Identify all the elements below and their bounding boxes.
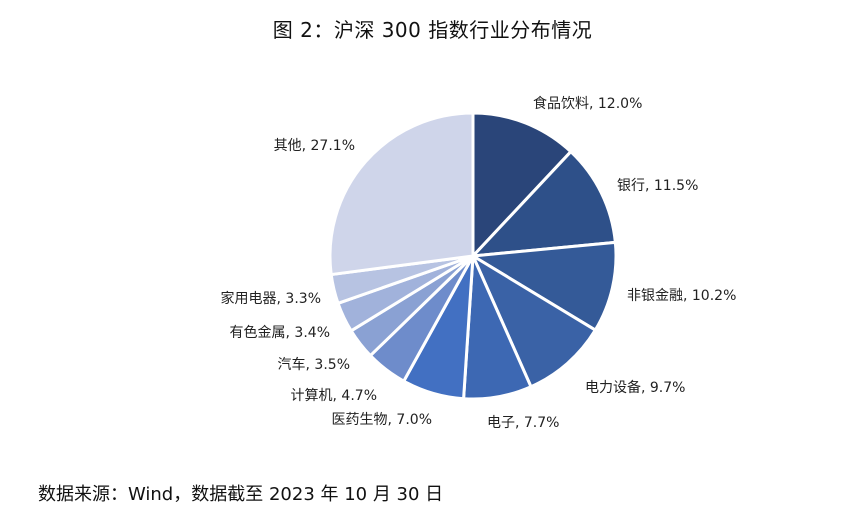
slice-label: 银行, 11.5%: [617, 178, 698, 194]
pie-slice: [328, 111, 475, 277]
slice-label: 计算机, 4.7%: [291, 388, 377, 404]
pie-labels: 食品饮料, 12.0% 银行, 11.5% 非银金融, 10.2% 电力设备, 9.7…: [221, 95, 737, 431]
slice-label: 食品饮料, 12.0%: [533, 95, 642, 112]
pie-slice: [471, 150, 617, 258]
slice-label: 有色金属, 3.4%: [230, 324, 330, 341]
slice-label: 家用电器, 3.3%: [221, 290, 321, 307]
pie-slice: [471, 254, 597, 389]
slice-label: 电力设备, 9.7%: [585, 379, 685, 396]
slice-label: 其他, 27.1%: [274, 138, 355, 154]
source-note: 数据来源：Wind，数据截至 2023 年 10 月 30 日: [38, 484, 444, 505]
slice-label: 汽车, 3.5%: [278, 356, 350, 373]
slice-label: 电子, 7.7%: [487, 415, 559, 431]
pie-slice: [471, 240, 618, 332]
slice-label: 医药生物, 7.0%: [332, 412, 432, 428]
slice-label: 非银金融, 10.2%: [627, 288, 736, 304]
chart-title: 图 2：沪深 300 指数行业分布情况: [272, 18, 593, 42]
pie-slice: [471, 111, 573, 258]
pie-slices: [328, 111, 618, 401]
